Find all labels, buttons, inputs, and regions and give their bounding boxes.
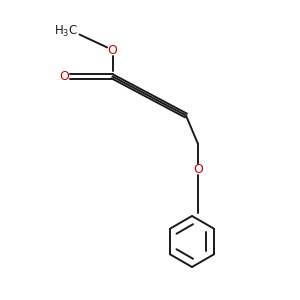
Text: O: O (60, 70, 69, 83)
Text: O: O (108, 44, 117, 58)
Text: O: O (193, 163, 203, 176)
Text: $\mathregular{H_3C}$: $\mathregular{H_3C}$ (54, 24, 78, 39)
